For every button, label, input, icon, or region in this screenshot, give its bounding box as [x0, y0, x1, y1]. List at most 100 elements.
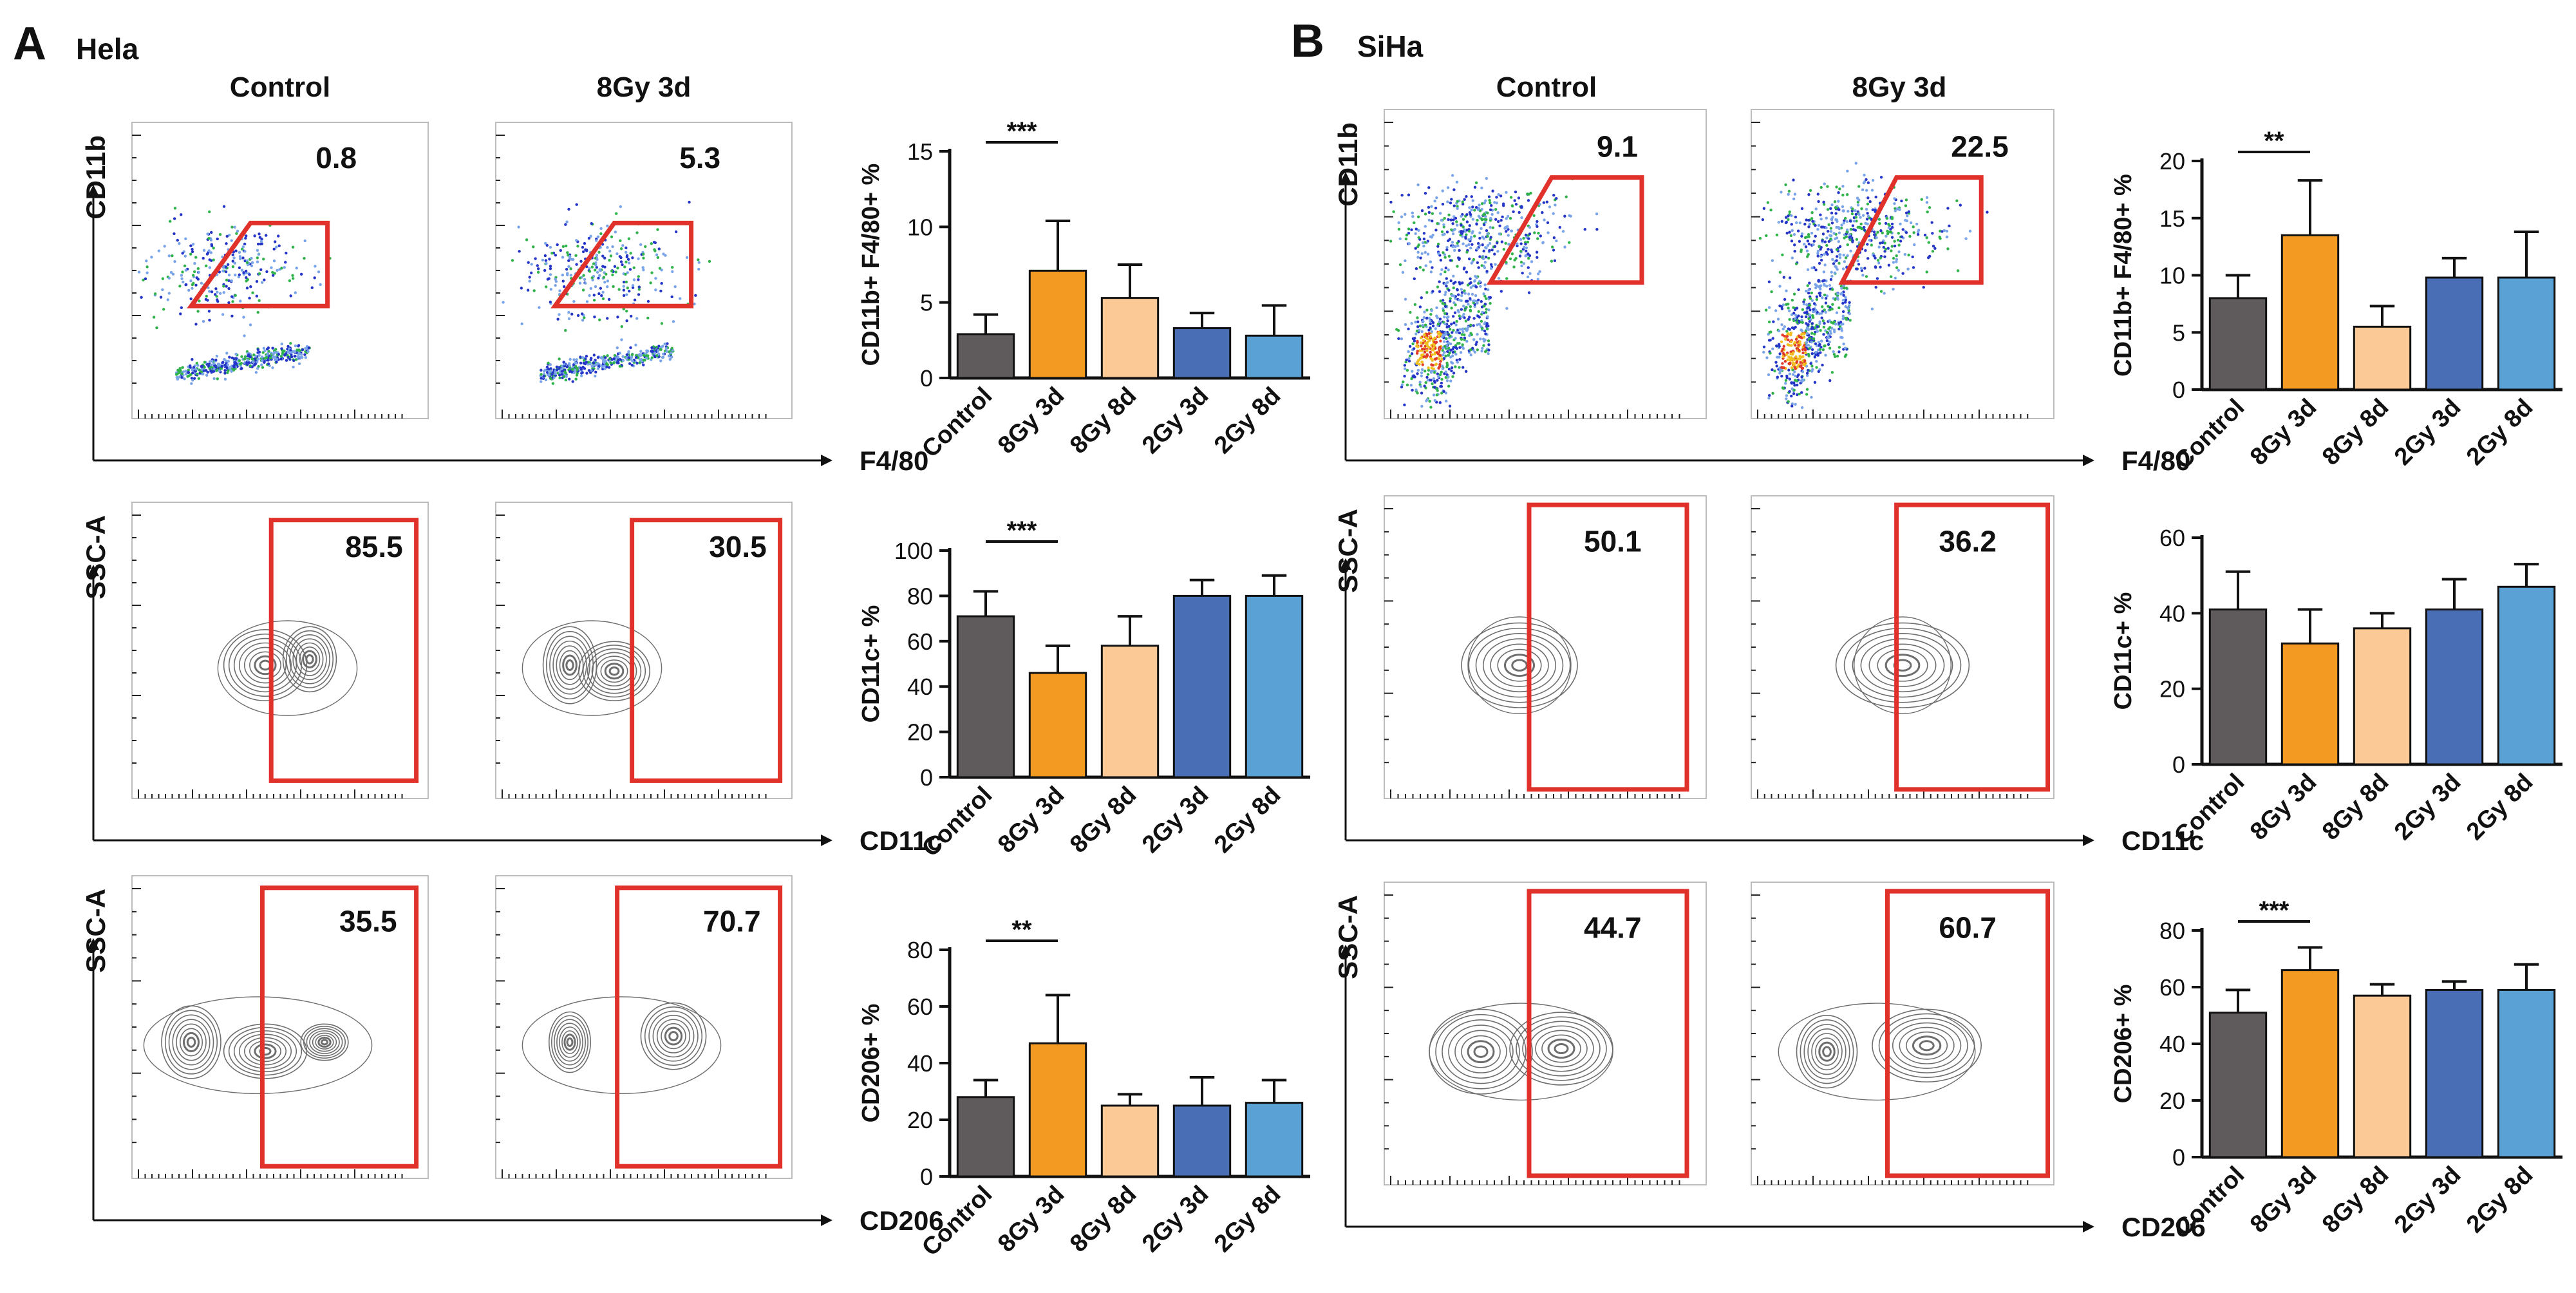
density-dots: [137, 205, 332, 385]
cell-line-hela: Hela: [76, 32, 139, 66]
gate-rect: [1527, 889, 1689, 1178]
bar-8gy-3d: [1028, 1042, 1087, 1178]
x-axis-label: F4/80: [2121, 446, 2190, 476]
gate-percentage: 0.8: [315, 141, 357, 175]
category-label: 8Gy 3d: [993, 382, 1069, 459]
y-tick-label: 15: [2159, 205, 2185, 232]
y-tick-label: 40: [2159, 1031, 2185, 1057]
y-tick-label: 15: [907, 138, 933, 165]
panel-letter-b: B: [1291, 15, 1324, 67]
significance-label: **: [1011, 916, 1032, 944]
y-tick-label: 5: [920, 290, 933, 316]
gate-percentage: 36.2: [1939, 525, 1997, 558]
bar-8gy-8d: [2353, 627, 2412, 766]
bar-2gy-3d: [2425, 276, 2484, 391]
y-tick-label: 0: [2172, 751, 2185, 778]
significance-label: ***: [1007, 117, 1037, 146]
y-tick-label: 0: [920, 1164, 933, 1190]
gate-polygon: [187, 220, 330, 308]
category-label: 8Gy 3d: [993, 782, 1069, 858]
bar-8gy-8d: [1100, 1104, 1160, 1178]
x-axis-label: CD206: [2121, 1212, 2206, 1242]
y-axis-label: CD206+ %: [2110, 985, 2137, 1104]
y-axis-label: CD11b+ F4/80+ %: [2110, 174, 2137, 377]
bar-2gy-8d: [2497, 585, 2556, 766]
y-tick-label: 0: [920, 764, 933, 791]
x-ticks: [132, 514, 403, 798]
gate-percentage: 85.5: [345, 530, 403, 563]
bar-2gy-8d: [2497, 988, 2556, 1158]
category-label: 2Gy 3d: [2389, 394, 2466, 471]
y-axis-label: SSC-A: [1333, 895, 1363, 979]
x-axis-label: F4/80: [860, 446, 928, 476]
x-ticks: [1751, 122, 2029, 419]
y-tick-label: 60: [907, 994, 933, 1020]
y-tick-label: 20: [2159, 676, 2185, 703]
bar-8gy-3d: [2280, 969, 2340, 1158]
y-tick-label: 5: [2172, 319, 2185, 346]
flow-axis-a-1: CD11c SSC-A: [80, 515, 942, 856]
bar-2gy-8d: [1245, 594, 1304, 779]
gate-rect: [1885, 889, 2051, 1178]
category-label: Control: [917, 782, 997, 862]
bar-8gy-3d: [2280, 642, 2340, 766]
significance-label: **: [2264, 127, 2284, 155]
y-tick-label: 20: [907, 1107, 933, 1133]
y-tick-label: 0: [2172, 377, 2185, 403]
contour-lines: [143, 996, 373, 1095]
contour-lines: [1835, 616, 1970, 715]
bar-2gy-3d: [1172, 594, 1232, 779]
flow-plot-b-2-0: 44.7: [1384, 882, 1707, 1185]
bar-control: [956, 1096, 1015, 1178]
flow-plot-a-2-1: 70.7: [495, 875, 793, 1179]
category-label: Control: [2169, 769, 2250, 849]
plot-frame: [495, 875, 793, 1179]
plot-frame: [1384, 882, 1707, 1185]
y-tick-label: 40: [907, 1050, 933, 1077]
gate-percentage: 9.1: [1597, 130, 1638, 164]
x-ticks: [496, 514, 767, 798]
category-label: 2Gy 3d: [2389, 769, 2466, 845]
bar-control: [2208, 608, 2268, 766]
gate-percentage: 50.1: [1584, 525, 1642, 558]
plot-frame: [1751, 882, 2054, 1185]
y-axis-label: CD11b+ F4/80+ %: [858, 164, 885, 366]
flow-plot-a-1-1: 30.5: [495, 502, 793, 799]
significance-label: ***: [2259, 896, 2289, 925]
flow-plot-a-1-0: 85.5: [131, 502, 429, 799]
gate-polygon: [550, 220, 694, 308]
plot-frame: [131, 502, 429, 799]
category-label: 8Gy 3d: [2245, 394, 2322, 471]
y-axis-label: SSC-A: [80, 889, 111, 973]
category-label: Control: [2169, 394, 2250, 475]
flow-plot-b-2-1: 60.7: [1751, 882, 2054, 1185]
contour-lines: [217, 620, 358, 716]
bar-2gy-3d: [2425, 988, 2484, 1158]
category-label: 8Gy 3d: [2245, 769, 2322, 845]
gate-percentage: 35.5: [339, 905, 397, 938]
contour-lines: [522, 620, 663, 716]
category-label: 2Gy 8d: [1209, 782, 1286, 858]
column-title-8gy3d-a: 8Gy 3d: [597, 71, 691, 103]
gate-rect: [268, 518, 419, 783]
category-label: 8Gy 3d: [2245, 1162, 2322, 1238]
category-label: 2Gy 8d: [1209, 1181, 1286, 1258]
y-tick-label: 80: [2159, 918, 2185, 944]
category-label: 2Gy 8d: [2461, 394, 2538, 471]
flow-axis-b-0: F4/80 CD11b: [1333, 122, 2190, 476]
density-dots: [502, 200, 711, 385]
gate-percentage: 22.5: [1951, 130, 2009, 164]
category-label: 2Gy 8d: [2461, 1162, 2538, 1238]
gate-rect: [615, 885, 783, 1169]
flow-plot-a-0-1: 5.3: [495, 122, 793, 419]
y-tick-label: 100: [894, 538, 933, 564]
flow-plot-b-0-1: 22.5: [1751, 109, 2054, 419]
category-label: 2Gy 3d: [1137, 382, 1214, 459]
y-tick-label: 0: [920, 365, 933, 392]
column-title-control-a: Control: [230, 71, 330, 103]
bar-8gy-8d: [1100, 297, 1160, 379]
contour-lines: [1778, 1003, 1982, 1101]
